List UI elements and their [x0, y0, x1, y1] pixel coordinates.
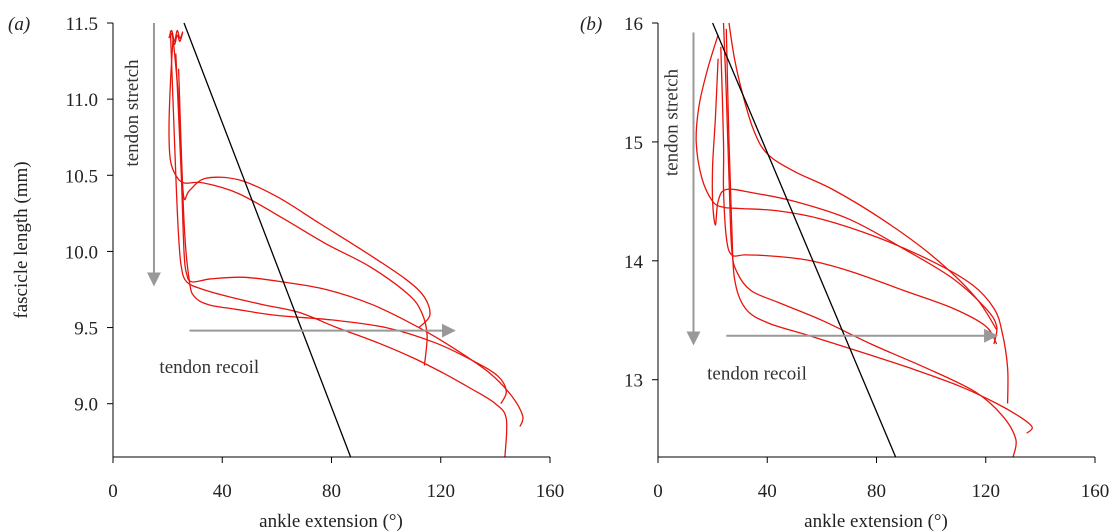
tendon-stretch-label-a: tendon stretch	[122, 59, 143, 167]
series-line-b-6	[728, 22, 998, 331]
x-axis-title-b: ankle extension (°)	[804, 511, 948, 531]
series-line-a-5	[177, 68, 507, 405]
x-tick-label-a: 120	[427, 481, 456, 502]
tendon-stretch-label-b: tendon stretch	[662, 68, 683, 176]
y-tick-label-b: 14	[624, 252, 644, 273]
x-tick-label-a: 80	[322, 481, 341, 502]
y-tick-label-b: 13	[624, 371, 643, 392]
x-tick-label-b: 80	[867, 481, 886, 502]
panel-label-b: (b)	[580, 14, 602, 35]
series-line-a-2	[168, 38, 428, 366]
fit-line-b	[712, 22, 897, 458]
x-tick-label-a: 40	[213, 481, 232, 502]
x-tick-label-a: 160	[536, 481, 565, 502]
y-tick-label-b: 16	[624, 14, 643, 35]
y-tick-label-b: 15	[624, 133, 643, 154]
y-axis-title-a: fascicle length (mm)	[11, 161, 32, 318]
series-line-a-6	[168, 29, 184, 45]
y-tick-label-a: 9.5	[74, 319, 98, 340]
series-line-b-3	[720, 46, 998, 345]
series-line-b-1	[695, 34, 1009, 404]
y-tick-label-a: 11.5	[65, 14, 98, 35]
plot-area-b: tendon stretch tendon recoil	[662, 22, 1033, 458]
tendon-recoil-label-b: tendon recoil	[707, 364, 807, 385]
series-line-a-1	[169, 30, 508, 458]
series-line-b-5	[725, 28, 1033, 434]
chart-panel-a: (a) tendon stretch tendon recoil 0 40 80 120…	[8, 14, 564, 531]
x-ticks-a: 0 40 80 120 160	[108, 457, 564, 502]
y-ticks-b: 13 14 15 16	[624, 14, 658, 392]
x-tick-label-b: 160	[1081, 481, 1110, 502]
series-line-b-4	[722, 22, 1017, 458]
tendon-recoil-label-a: tendon recoil	[159, 357, 259, 378]
x-tick-label-a: 0	[108, 481, 118, 502]
x-tick-label-b: 0	[653, 481, 663, 502]
plot-area-a: tendon stretch tendon recoil	[122, 22, 524, 458]
chart-panel-b: (b) tendon stretch tendon recoil 0 40 80 120…	[580, 14, 1109, 531]
y-tick-label-a: 10.0	[65, 242, 98, 263]
series-line-a-4	[175, 53, 524, 427]
x-tick-label-b: 120	[972, 481, 1001, 502]
y-tick-label-a: 11.0	[65, 90, 98, 111]
y-tick-label-a: 9.0	[74, 395, 98, 416]
x-ticks-b: 0 40 80 120 160	[653, 457, 1109, 502]
x-tick-label-b: 40	[758, 481, 777, 502]
y-ticks-a: 9.0 9.5 10.0 10.5 11.0 11.5	[65, 14, 113, 416]
y-tick-label-a: 10.5	[65, 166, 98, 187]
panel-label-a: (a)	[8, 14, 30, 35]
x-axis-title-a: ankle extension (°)	[259, 511, 403, 531]
fit-line-a	[183, 22, 352, 458]
